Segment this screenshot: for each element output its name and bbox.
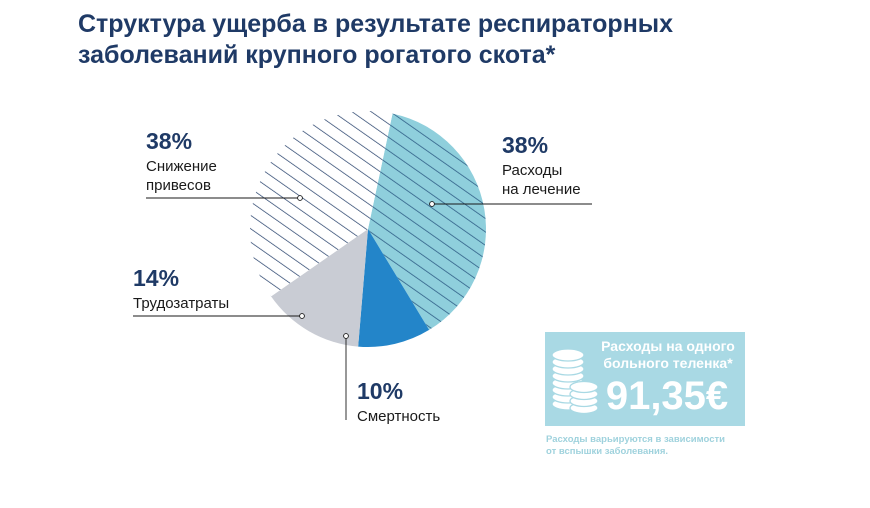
label-weight-loss-line1: Снижение xyxy=(146,158,217,175)
page-title: Структура ущерба в результате респиратор… xyxy=(78,9,778,71)
label-treatment-line2: на лечение xyxy=(502,181,581,198)
info-box-note-line1: Расходы варьируются в зависимости xyxy=(546,434,725,445)
label-mortality-line1: Смертность xyxy=(357,408,441,425)
label-weight-loss-pct: 38% xyxy=(146,128,193,154)
info-box-note: Расходы варьируются в зависимости от всп… xyxy=(546,434,786,458)
leader-dot-mortality xyxy=(343,333,349,339)
leader-dot-labor xyxy=(299,313,305,319)
title-line-1: Структура ущерба в результате респиратор… xyxy=(78,10,674,38)
label-labor-pct: 14% xyxy=(133,265,180,291)
coins-icon xyxy=(551,348,599,415)
leader-dot-treatment xyxy=(429,201,435,207)
label-weight-loss-line2: привесов xyxy=(146,177,211,194)
label-treatment-pct: 38% xyxy=(502,132,549,158)
pie-slice-treatment-hatch xyxy=(368,113,486,330)
leader-dot-weight-loss xyxy=(297,195,303,201)
leader-lines xyxy=(133,195,592,420)
pie-slice-mortality xyxy=(358,229,430,348)
label-treatment: 38% Расходы на лечение xyxy=(502,132,581,199)
pie-slice-labor xyxy=(271,229,368,347)
label-labor-line1: Трудозатраты xyxy=(133,295,230,312)
pie-slice-weight-loss-hatch xyxy=(250,111,393,297)
pie-slices xyxy=(250,111,486,348)
label-mortality-pct: 10% xyxy=(357,378,404,404)
info-box-title-line2: больного теленка* xyxy=(603,355,733,371)
info-box-title-line1: Расходы на одного xyxy=(601,338,735,354)
label-labor: 14% Трудозатраты xyxy=(133,265,229,313)
title-line-2: заболеваний крупного рогатого скота* xyxy=(78,41,556,69)
info-box-title: Расходы на одного больного теленка* xyxy=(593,338,743,372)
label-mortality: 10% Смертность xyxy=(357,378,440,426)
info-box-value: 91,35€ xyxy=(605,374,729,418)
label-treatment-line1: Расходы xyxy=(502,162,563,179)
label-weight-loss: 38% Снижение привесов xyxy=(146,128,217,195)
info-box-note-line2: от вспышки заболевания. xyxy=(546,446,669,457)
